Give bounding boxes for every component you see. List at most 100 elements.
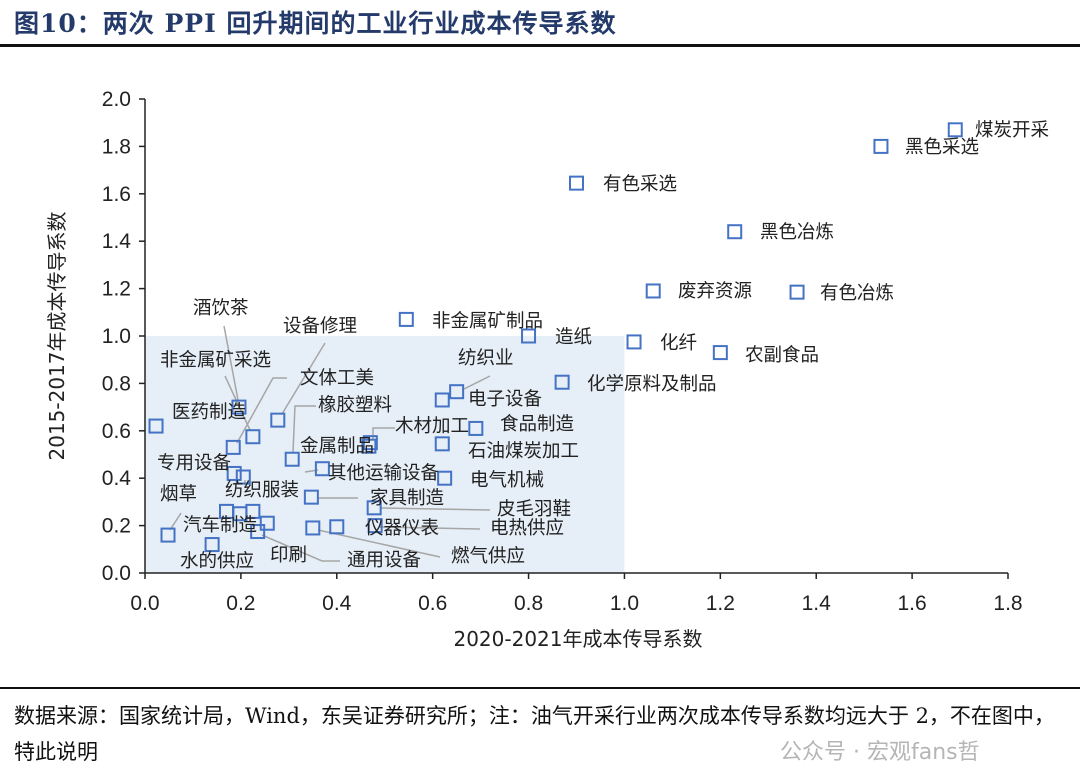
leader-line [379,526,481,530]
point-marker [250,524,266,540]
source-note: 数据来源：国家统计局，Wind，东吴证券研究所；注：油气开采行业两次成本传导系数… [14,704,1055,764]
leader-line [261,534,340,562]
point-label: 电子设备 [468,389,542,410]
x-tick-label: 0.2 [226,592,255,615]
point-label: 非金属矿制品 [432,311,543,332]
point-marker [160,527,176,543]
title-rule [0,44,1080,47]
leader-line [169,512,182,531]
point-marker [645,283,661,299]
y-tick-label: 0.4 [102,467,132,490]
point-label: 木材加工 [395,416,469,437]
point-label: 煤炭开采 [975,120,1049,141]
point-marker [225,439,241,455]
y-tick-label: 1.6 [102,183,131,206]
leader-line [292,405,316,453]
point-marker [569,175,584,191]
point-label: 废弃资源 [678,281,752,302]
point-label: 皮毛羽鞋 [497,499,571,520]
point-marker [449,384,465,400]
point-marker [148,418,164,434]
point-marker [305,520,321,536]
point-marker [873,138,889,154]
point-marker [521,328,537,344]
x-tick-label: 1.0 [610,592,639,615]
point-marker [398,311,414,327]
point-marker [434,392,450,408]
leader-line [379,507,491,511]
point-label: 化纤 [660,333,697,354]
point-marker [303,489,319,505]
point-marker [245,503,261,519]
leader-line [281,342,326,415]
point-label: 黑色冶炼 [760,222,834,243]
point-label: 金属制品 [300,436,374,457]
y-tick-label: 1.0 [102,325,131,348]
leader-line [224,375,251,431]
point-label: 化学原料及制品 [587,374,717,395]
point-label: 烟草 [160,484,197,505]
leader-line [236,377,287,444]
leader-line [461,375,491,391]
points [148,122,963,553]
x-tick-label: 1.2 [706,592,735,615]
figure-title: 图10：两次 PPI 回升期间的工业行业成本传导系数 [14,9,617,38]
point-label: 纺织服装 [225,480,299,501]
y-tick-label: 1.4 [102,230,132,253]
point-marker [231,399,247,415]
point-label: 印刷 [270,545,307,566]
x-tick-label: 0.6 [418,592,447,615]
y-tick-label: 0.6 [102,420,131,443]
x-tick-label: 0.4 [322,592,352,615]
y-tick-label: 1.8 [102,135,131,158]
point-label: 仪器仪表 [365,518,439,539]
point-label: 酒饮茶 [193,298,249,319]
y-tick-label: 0.2 [102,515,131,538]
x-tick-label: 0.0 [130,592,159,615]
y-axis-label: 2015-2017年成本传导系数 [45,211,69,460]
point-label: 专用设备 [157,453,231,474]
point-marker [204,537,220,553]
source-rule [0,687,1080,689]
x-tick-label: 1.6 [898,592,927,615]
leader-lines [169,325,491,562]
point-label: 农副食品 [745,345,819,366]
point-marker [366,500,382,516]
point-label: 设备修理 [283,316,357,337]
point-label: 橡胶塑料 [318,395,392,416]
point-marker [219,503,235,519]
point-marker [437,470,453,486]
point-label: 有色采选 [603,174,677,195]
point-label: 电热供应 [490,518,564,539]
x-axis-label: 2020-2021年成本传导系数 [453,627,702,651]
point-marker [554,374,570,390]
point-marker [434,436,450,452]
point-marker [329,519,345,535]
point-marker [626,334,642,350]
point-label: 黑色采选 [905,137,979,158]
x-tick-label: 1.8 [993,592,1022,615]
y-tick-label: 1.2 [102,278,131,301]
point-label: 造纸 [555,327,592,348]
x-tick-label: 0.8 [514,592,543,615]
point-marker [270,412,286,428]
x-tick-label: 1.4 [802,592,832,615]
point-label: 水的供应 [180,551,254,572]
y-tick-label: 0.8 [102,372,131,395]
point-label: 有色冶炼 [820,283,894,304]
y-tick-label: 0.0 [102,562,131,585]
point-marker [235,469,251,485]
point-label: 通用设备 [347,550,421,571]
point-marker [712,345,728,361]
point-marker [947,122,963,138]
point-label: 石油煤炭加工 [468,441,579,462]
point-marker [314,461,330,477]
point-marker [259,515,275,531]
point-marker [468,420,484,436]
point-label: 纺织业 [458,348,514,369]
point-marker [789,284,805,300]
point-label: 汽车制造 [183,515,257,536]
point-marker [284,451,300,467]
point-marker [245,429,261,445]
point-marker [367,518,383,534]
